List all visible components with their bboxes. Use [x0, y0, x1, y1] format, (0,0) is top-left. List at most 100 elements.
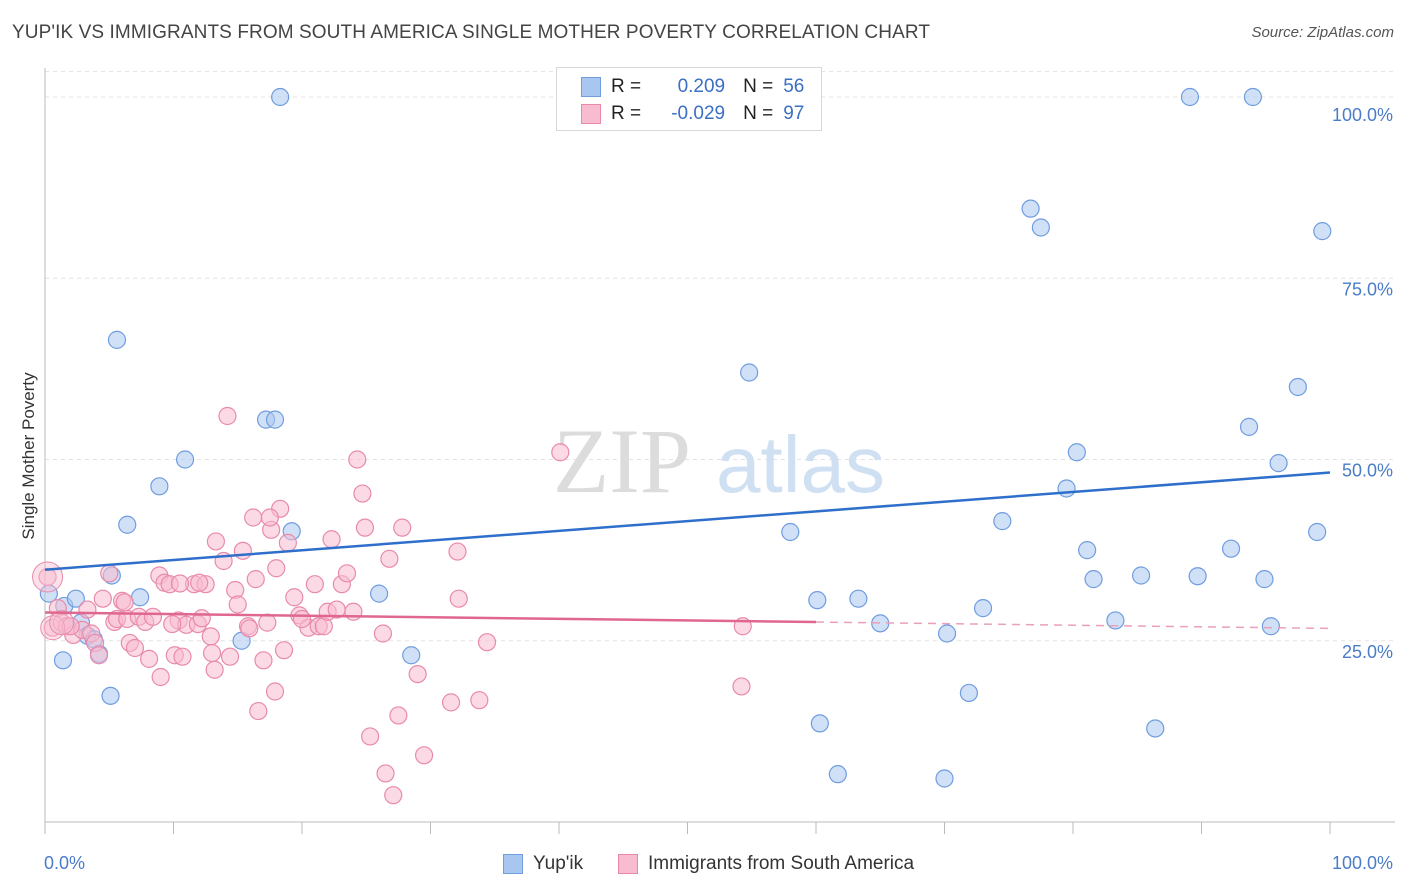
immigrants-point: [143, 607, 163, 626]
immigrants-point: [441, 693, 461, 712]
immigrants-point: [201, 627, 220, 646]
immigrants-point: [278, 533, 297, 552]
immigrants-point: [389, 706, 408, 725]
immigrants-point: [240, 619, 259, 638]
yupik-point: [959, 683, 979, 703]
immigrants-point: [384, 786, 403, 805]
yupik-point: [937, 624, 957, 643]
yupik-point: [53, 651, 73, 670]
immigrants-point: [170, 574, 190, 593]
yupik-point: [1067, 443, 1086, 462]
yupik-point: [1180, 87, 1200, 107]
y-tick-label: 75.0%: [1342, 279, 1393, 299]
yupik-point: [1308, 522, 1327, 542]
bottom-legend-immigrants: Immigrants from South America: [618, 852, 914, 876]
immigrants-point: [254, 651, 273, 670]
yupik-point: [370, 584, 389, 603]
y-tick-label: 50.0%: [1342, 461, 1393, 481]
yupik-point: [808, 591, 827, 610]
legend-swatch-immigrants: [581, 104, 601, 124]
legend-row-immigrants: R = -0.029 N = 97: [581, 101, 804, 127]
immigrants-point: [205, 660, 224, 679]
yupik-point: [107, 330, 127, 349]
yupik-point: [1078, 541, 1097, 560]
legend-n-label: N =: [743, 76, 774, 97]
legend-r-label: R =: [611, 76, 642, 97]
legend: R = 0.209 N = 56 R = -0.029 N = 97: [556, 67, 822, 131]
legend-n-value: 56: [783, 76, 805, 97]
y-tick-label: 100.0%: [1332, 105, 1393, 125]
yupik-point: [1021, 199, 1040, 218]
immigrants-trend-line-extension: [815, 621, 1331, 630]
immigrants-point: [408, 664, 427, 684]
immigrants-point: [348, 450, 367, 469]
legend-row-yupik: R = 0.209 N = 56: [581, 74, 804, 100]
immigrants-point: [344, 602, 363, 621]
immigrants-point: [376, 764, 395, 783]
yupik-point: [1146, 719, 1165, 738]
watermark-atlas: atlas: [716, 420, 885, 509]
yupik-point: [118, 515, 137, 534]
legend-swatch-yupik: [581, 77, 601, 97]
immigrants-point: [322, 530, 341, 549]
yupik-point: [1261, 617, 1280, 636]
immigrants-point-large: [40, 615, 66, 641]
immigrants-point: [192, 609, 211, 628]
immigrants-point: [139, 649, 159, 668]
legend-n-value: 97: [783, 103, 805, 124]
yupik-point: [973, 599, 993, 618]
bottom-legend-label-yupik: Yup'ik: [533, 853, 584, 874]
yupik-point: [150, 477, 169, 496]
yupik-point: [849, 589, 868, 608]
immigrants-point: [125, 638, 145, 658]
yupik-point: [1313, 222, 1332, 241]
yupik-point: [1239, 417, 1259, 436]
yupik-point: [993, 512, 1012, 531]
immigrants-point: [163, 614, 182, 634]
immigrants-point: [373, 624, 393, 643]
yupik-point: [66, 589, 85, 608]
immigrants-point: [267, 559, 286, 578]
immigrants-point: [78, 600, 97, 619]
immigrants-point: [265, 682, 285, 701]
immigrants-point: [89, 646, 109, 665]
yupik-point: [1031, 218, 1050, 237]
immigrants-point: [305, 575, 324, 594]
yupik-point: [1057, 479, 1076, 498]
immigrants-point: [233, 541, 252, 560]
bottom-legend-label-immigrants: Immigrants from South America: [648, 853, 915, 874]
yupik-point: [130, 588, 150, 607]
bottom-legend-swatch-immigrants: [618, 854, 638, 874]
immigrants-point: [551, 443, 570, 462]
immigrants-point: [228, 595, 247, 614]
yupik-point: [175, 450, 195, 469]
yupik-point: [271, 87, 290, 107]
yupik-point: [810, 714, 829, 733]
immigrants-point: [246, 570, 265, 589]
yupik-point: [265, 410, 285, 429]
yupik-point: [1084, 570, 1103, 589]
yupik-point: [740, 363, 759, 382]
immigrants-point: [361, 727, 380, 746]
immigrants-trend-line: [44, 611, 817, 624]
y-axis-title: Single Mother Poverty: [19, 372, 38, 540]
immigrants-point: [218, 406, 237, 426]
immigrants-point-large: [32, 561, 64, 593]
yupik-point: [402, 646, 421, 665]
legend-n-label: N =: [743, 103, 774, 124]
data-points: [32, 87, 1332, 805]
yupik-point: [1288, 377, 1307, 397]
watermark-zip: ZIP: [553, 410, 691, 512]
immigrants-point: [249, 701, 268, 721]
legend-r-value: 0.209: [677, 76, 726, 97]
immigrants-point: [151, 667, 170, 687]
legend-r-label: R =: [611, 103, 642, 124]
bottom-legend-yupik: Yup'ik: [503, 852, 583, 876]
immigrants-point: [206, 532, 226, 551]
immigrants-point: [393, 518, 412, 537]
yupik-point: [1269, 454, 1288, 473]
immigrants-point: [355, 518, 375, 537]
trend-lines: [44, 471, 1331, 630]
immigrants-point: [448, 542, 467, 561]
